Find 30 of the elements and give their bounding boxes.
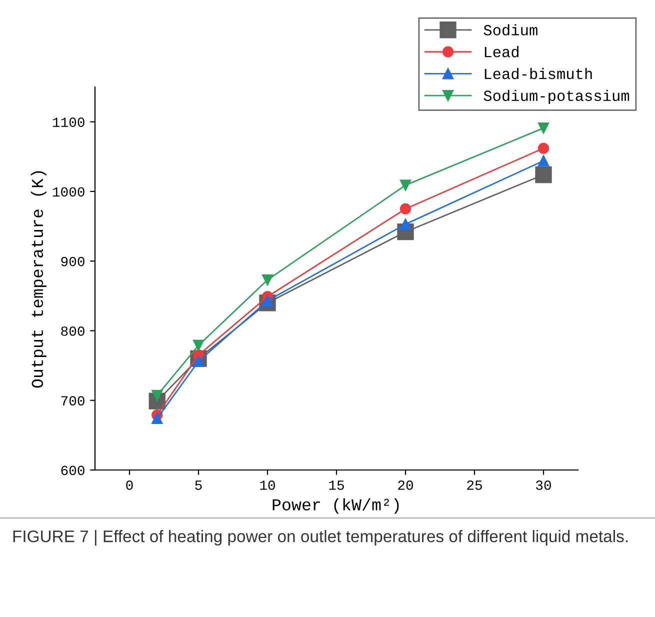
point [538, 155, 550, 166]
x-tick-label: 15 [329, 480, 344, 490]
x-tick-label: 10 [260, 480, 275, 490]
point [538, 122, 550, 134]
legend-label: Lead [484, 46, 518, 58]
legend-label: Lead-bismuth [484, 68, 592, 80]
y-tick-label: 700 [61, 396, 84, 406]
point [400, 180, 412, 191]
x-tick-label: 30 [536, 480, 551, 490]
y-tick-label: 600 [61, 466, 84, 476]
x-tick-label: 20 [398, 480, 413, 490]
y-tick-label: 1000 [52, 187, 84, 197]
x-tick-label: 25 [467, 480, 482, 490]
point [262, 274, 274, 286]
point [400, 203, 412, 214]
point [152, 412, 163, 424]
point [535, 166, 552, 184]
y-tick-label: 800 [61, 326, 84, 336]
legend-label: Sodium [484, 24, 538, 36]
x-axis-title: Power (kW/m²) [272, 498, 399, 514]
y-tick-label: 1100 [52, 118, 84, 127]
point [192, 340, 204, 351]
x-tick-label: 0 [126, 480, 133, 490]
point [538, 142, 550, 154]
legend-label: Sodium-potassium [484, 90, 630, 104]
point [400, 218, 412, 230]
y-tick-label: 900 [61, 256, 84, 266]
caption: FIGURE 7 | Effect of heating power on outlet temperatures of different liquid metals. [13, 530, 628, 546]
x-tick-label: 5 [195, 480, 202, 490]
y-axis-title: Output temperature (K) [30, 171, 46, 388]
